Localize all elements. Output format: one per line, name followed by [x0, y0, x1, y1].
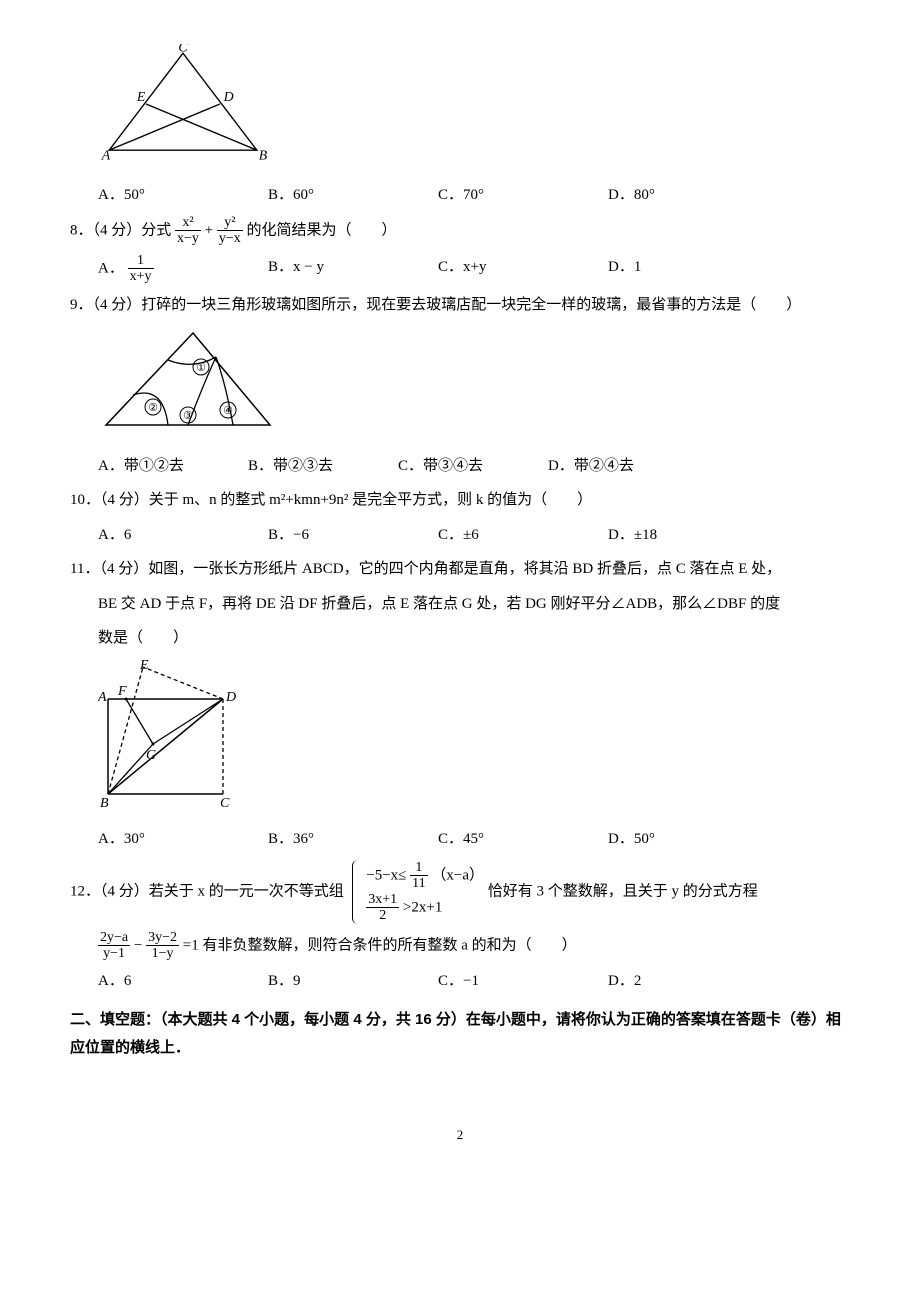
q8-post: 的化简结果为（ ） [247, 222, 397, 238]
q11-figure: E F A D G B C [98, 659, 850, 820]
q11-opt-d[interactable]: D．50° [608, 825, 778, 854]
q9-opt-b[interactable]: B．带②③去 [248, 452, 398, 481]
q12-eqline: 2y−ay−1 − 3y−21−y =1 有非负整数解，则符合条件的所有整数 a… [70, 930, 850, 962]
q11-opt-b[interactable]: B．36° [268, 825, 438, 854]
q7-figure: C E D A B [98, 44, 850, 175]
svg-text:①: ① [196, 362, 206, 374]
svg-text:E: E [139, 659, 149, 673]
svg-text:B: B [100, 796, 109, 809]
svg-text:A: A [98, 690, 107, 705]
q7-opt-a[interactable]: A．50° [98, 181, 268, 210]
svg-text:②: ② [148, 402, 158, 414]
svg-text:D: D [225, 690, 236, 705]
q8-opt-b[interactable]: B．x − y [268, 253, 438, 285]
q8-opt-c[interactable]: C．x+y [438, 253, 608, 285]
svg-text:C: C [220, 796, 230, 809]
q12-options: A．6 B．9 C．−1 D．2 [70, 967, 850, 996]
page-number: 2 [70, 1123, 850, 1148]
svg-text:④: ④ [223, 405, 233, 417]
q7-options: A．50° B．60° C．70° D．80° [70, 181, 850, 210]
svg-text:A: A [101, 147, 111, 162]
q11-opt-a[interactable]: A．30° [98, 825, 268, 854]
q9-options: A．带①②去 B．带②③去 C．带③④去 D．带②④去 [70, 452, 850, 481]
q9-opt-d[interactable]: D．带②④去 [548, 452, 698, 481]
q7-opt-c[interactable]: C．70° [438, 181, 608, 210]
q12-mid: 恰好有 3 个整数解，且关于 y 的分式方程 [488, 883, 758, 899]
q10-stem: 10．（4 分）关于 m、n 的整式 m²+kmn+9n² 是完全平方式，则 k… [70, 486, 850, 515]
svg-text:F: F [117, 684, 127, 699]
q8-stem: 8．（4 分）分式 x²x−y + y²y−x 的化简结果为（ ） [70, 215, 850, 247]
svg-text:D: D [223, 89, 234, 104]
q9-stem: 9．（4 分）打碎的一块三角形玻璃如图所示，现在要去玻璃店配一块完全一样的玻璃，… [70, 291, 850, 320]
q11-opt-c[interactable]: C．45° [438, 825, 608, 854]
q10-opt-b[interactable]: B．−6 [268, 521, 438, 550]
q10-opt-d[interactable]: D．±18 [608, 521, 778, 550]
svg-text:E: E [136, 89, 146, 104]
q8-frac2: y²y−x [217, 215, 243, 247]
q12-opt-a[interactable]: A．6 [98, 967, 268, 996]
brace-icon [352, 860, 359, 924]
q11-options: A．30° B．36° C．45° D．50° [70, 825, 850, 854]
q11-stem2: BE 交 AD 于点 F，再将 DE 沿 DF 折叠后，点 E 落在点 G 处，… [70, 590, 850, 619]
q8-opt-a[interactable]: A． 1x+y [98, 253, 268, 285]
svg-text:C: C [178, 44, 188, 54]
q10-opt-a[interactable]: A．6 [98, 521, 268, 550]
q10-options: A．6 B．−6 C．±6 D．±18 [70, 521, 850, 550]
q10-opt-c[interactable]: C．±6 [438, 521, 608, 550]
q12-opt-c[interactable]: C．−1 [438, 967, 608, 996]
q12-opt-b[interactable]: B．9 [268, 967, 438, 996]
svg-text:③: ③ [183, 410, 193, 422]
q12-system: −5−x≤ 111 （x−a） 3x+12 >2x+1 [366, 860, 484, 924]
q9-opt-a[interactable]: A．带①②去 [98, 452, 248, 481]
q12-pre: 12．（4 分）若关于 x 的一元一次不等式组 [70, 883, 344, 899]
svg-text:B: B [259, 147, 268, 162]
q8-pre: 8．（4 分）分式 [70, 222, 171, 238]
q11-stem3: 数是（ ） [70, 624, 850, 653]
q11-stem1: 11．（4 分）如图，一张长方形纸片 ABCD，它的四个内角都是直角，将其沿 B… [70, 555, 850, 584]
svg-text:G: G [146, 748, 156, 763]
q9-opt-c[interactable]: C．带③④去 [398, 452, 548, 481]
q12-stem: 12．（4 分）若关于 x 的一元一次不等式组 −5−x≤ 111 （x−a） … [70, 860, 850, 924]
q8-options: A． 1x+y B．x − y C．x+y D．1 [70, 253, 850, 285]
q7-opt-b[interactable]: B．60° [268, 181, 438, 210]
q8-frac1: x²x−y [175, 215, 201, 247]
q9-figure: ① ② ③ ④ [98, 325, 850, 446]
q12-opt-d[interactable]: D．2 [608, 967, 778, 996]
q7-opt-d[interactable]: D．80° [608, 181, 778, 210]
q8-opt-d[interactable]: D．1 [608, 253, 778, 285]
section-2-title: 二、填空题：（本大题共 4 个小题，每小题 4 分，共 16 分）在每小题中，请… [70, 1006, 850, 1063]
